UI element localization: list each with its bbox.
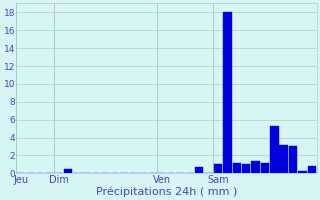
Bar	[242, 164, 250, 173]
Bar	[308, 166, 316, 173]
Bar	[279, 145, 288, 173]
Bar	[289, 146, 297, 173]
Bar	[298, 171, 307, 173]
Bar	[233, 163, 241, 173]
Bar	[64, 169, 72, 173]
Bar	[195, 167, 204, 173]
Bar	[261, 163, 269, 173]
Bar	[251, 161, 260, 173]
Bar	[223, 12, 232, 173]
Bar	[214, 164, 222, 173]
X-axis label: Précipitations 24h ( mm ): Précipitations 24h ( mm )	[96, 186, 237, 197]
Bar	[270, 126, 278, 173]
